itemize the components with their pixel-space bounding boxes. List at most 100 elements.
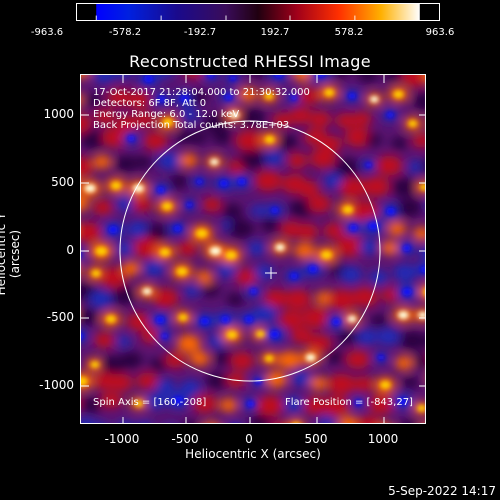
image-blob [134, 155, 152, 170]
image-lowlight [127, 135, 135, 142]
y-tick-label: -1000 [39, 378, 74, 392]
image-blob [119, 351, 143, 369]
image-blob [368, 393, 396, 414]
image-blob [155, 379, 176, 395]
center-crosshair-icon [265, 267, 277, 279]
image-blob [230, 422, 239, 423]
footer-timestamp: 5-Sep-2022 14:17 [388, 484, 496, 498]
image-blob [335, 113, 356, 129]
image-highlight [417, 405, 425, 412]
image-blob [387, 221, 407, 236]
image-blob [356, 329, 378, 345]
image-lowlight [402, 288, 412, 296]
image-blob [333, 75, 349, 79]
image-lowlight [348, 93, 356, 100]
image-highlight [95, 246, 108, 256]
image-highlight [398, 311, 409, 320]
image-blob [358, 239, 379, 255]
image-blob [290, 327, 313, 344]
image-lowlight [156, 186, 165, 194]
image-blob [400, 420, 419, 423]
image-blob [353, 376, 374, 392]
image-lowlight [161, 333, 168, 339]
image-blob [93, 155, 112, 169]
image-blob [81, 156, 94, 178]
image-blob [308, 195, 332, 213]
colorbar-tick-label: -192.7 [183, 27, 217, 38]
image-blob [138, 420, 151, 423]
image-lowlight [81, 333, 84, 339]
x-tick-label: -500 [171, 432, 199, 446]
image-blob [216, 262, 237, 278]
image-highlight [90, 361, 100, 368]
image-lowlight [398, 397, 408, 406]
axis-ticks [81, 75, 425, 423]
image-blob [189, 130, 208, 145]
image-blob [302, 306, 331, 328]
image-blob [184, 421, 198, 423]
image-highlight [161, 202, 173, 211]
image-lowlight [365, 162, 372, 168]
image-blob [294, 242, 316, 259]
solar-limb-circle [119, 120, 381, 382]
image-blob [235, 268, 258, 286]
image-blob [149, 358, 167, 372]
image-blob [96, 422, 105, 423]
image-blob [143, 131, 168, 151]
image-blob [179, 153, 198, 168]
image-blob [394, 356, 414, 370]
image-blob [309, 75, 332, 83]
annotation-spin-axis: Spin Axis = [160,-208] [93, 397, 207, 408]
image-blob [263, 289, 288, 308]
image-blob [189, 351, 210, 367]
annotation-time-range: 17-Oct-2017 21:28:04.000 to 21:30:32.000 [93, 87, 310, 98]
image-highlight [178, 313, 188, 321]
image-blob [265, 371, 288, 388]
y-tick-label: 0 [66, 243, 74, 257]
image-blob [401, 376, 419, 389]
image-blob [122, 261, 141, 276]
image-lowlight [229, 75, 237, 81]
image-highlight [264, 355, 274, 362]
image-highlight [105, 315, 116, 323]
image-blob [326, 350, 345, 364]
image-blob [396, 198, 422, 218]
image-blob [320, 135, 342, 152]
image-highlight [275, 243, 285, 252]
image-blob [81, 329, 89, 343]
image-lowlight [186, 202, 193, 208]
image-blob [412, 91, 425, 112]
image-blob [239, 107, 266, 128]
image-lowlight [290, 95, 298, 101]
image-lowlight [349, 224, 358, 232]
y-tick-label: 500 [51, 175, 74, 189]
image-blob [115, 335, 131, 347]
image-blob [250, 204, 267, 217]
image-blob [107, 88, 131, 107]
image-lowlight [158, 96, 166, 103]
image-highlight [81, 376, 88, 386]
image-blob [381, 240, 400, 255]
image-blob [278, 310, 304, 329]
image-blob [309, 376, 327, 390]
image-blob [164, 351, 187, 368]
image-plot-area[interactable]: 17-Oct-2017 21:28:04.000 to 21:30:32.000… [80, 74, 426, 424]
x-axis-label: Heliocentric X (arcsec) [185, 447, 321, 461]
image-blob [169, 174, 189, 189]
image-blob [115, 241, 135, 256]
image-blob [419, 245, 425, 261]
image-blob [297, 181, 320, 198]
image-lowlight [155, 316, 165, 324]
image-highlight [195, 229, 208, 238]
image-blob [133, 237, 162, 259]
image-blob [205, 372, 228, 389]
colorbar-tick-label: 192.7 [260, 27, 290, 38]
image-blob [309, 111, 332, 128]
image-blob [230, 351, 255, 370]
image-blob [393, 264, 417, 282]
image-highlight [293, 422, 299, 423]
image-highlight [110, 181, 122, 190]
image-blob [407, 160, 424, 173]
image-highlight [423, 289, 425, 295]
image-blob [94, 332, 115, 348]
